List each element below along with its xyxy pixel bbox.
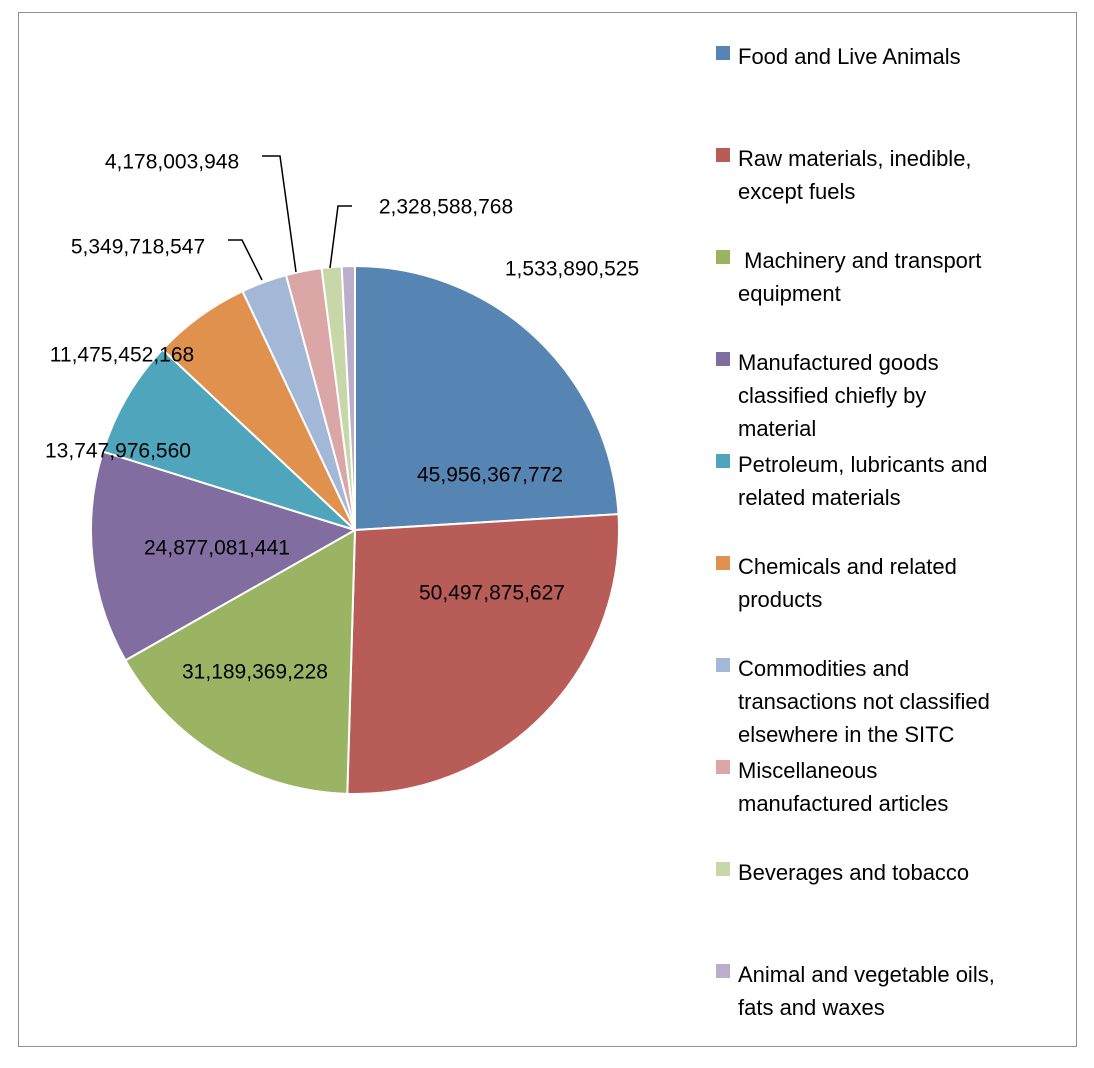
- legend-item-8: Miscellaneous manufactured articles: [716, 754, 1066, 820]
- legend-label: Raw materials, inedible, except fuels: [738, 146, 972, 204]
- pie-slice-4: [90, 450, 358, 662]
- legend-item-3: Machinery and transport equipment: [716, 244, 1066, 310]
- legend-swatch: [716, 352, 730, 366]
- legend-swatch: [716, 46, 730, 60]
- legend-item-6: Chemicals and related products: [716, 550, 1066, 616]
- data-label-8: 4,178,003,948: [105, 151, 239, 174]
- legend-label: Manufactured goods classified chiefly by…: [738, 350, 939, 441]
- legend-label: Machinery and transport equipment: [738, 248, 982, 306]
- legend-item-7: Commodities and transactions not classif…: [716, 652, 1066, 751]
- pie-slice-5: [101, 347, 356, 531]
- legend-swatch: [716, 964, 730, 978]
- data-label-5: 13,747,976,560: [45, 440, 191, 463]
- legend-label: Miscellaneous manufactured articles: [738, 758, 949, 816]
- legend-swatch: [716, 250, 730, 264]
- legend-item-9: Beverages and tobacco: [716, 856, 1066, 889]
- legend-label: Animal and vegetable oils, fats and waxe…: [738, 962, 995, 1020]
- legend-item-5: Petroleum, lubricants and related materi…: [716, 448, 1066, 514]
- data-label-2: 50,497,875,627: [419, 582, 565, 605]
- pie-slice-1: [354, 264, 620, 532]
- pie-slice-3: [124, 528, 357, 795]
- legend-item-2: Raw materials, inedible, except fuels: [716, 142, 1066, 208]
- legend-item-10: Animal and vegetable oils, fats and waxe…: [716, 958, 1066, 1024]
- legend-swatch: [716, 658, 730, 672]
- legend-label: Petroleum, lubricants and related materi…: [738, 452, 988, 510]
- pie-slice-2: [346, 513, 620, 795]
- legend-label: Beverages and tobacco: [738, 860, 970, 885]
- legend-item-1: Food and Live Animals: [716, 40, 1066, 73]
- data-label-1: 45,956,367,772: [417, 464, 563, 487]
- legend-label: Chemicals and related products: [738, 554, 957, 612]
- legend-swatch: [716, 454, 730, 468]
- data-label-4: 24,877,081,441: [144, 537, 290, 560]
- legend-label: Food and Live Animals: [738, 44, 961, 69]
- legend-item-4: Manufactured goods classified chiefly by…: [716, 346, 1066, 445]
- data-label-10: 1,533,890,525: [505, 258, 639, 281]
- legend-swatch: [716, 760, 730, 774]
- data-label-6: 11,475,452,168: [50, 344, 194, 367]
- pie-slice-10: [340, 264, 356, 531]
- leader-line-7: [228, 239, 263, 281]
- legend-swatch: [716, 862, 730, 876]
- data-label-7: 5,349,718,547: [71, 236, 205, 259]
- legend-label: Commodities and transactions not classif…: [738, 656, 990, 747]
- data-label-3: 31,189,369,228: [182, 661, 328, 684]
- legend-swatch: [716, 556, 730, 570]
- legend-swatch: [716, 148, 730, 162]
- data-label-9: 2,328,588,768: [379, 196, 513, 219]
- leader-line-8: [262, 155, 297, 273]
- leader-line-9: [329, 205, 352, 269]
